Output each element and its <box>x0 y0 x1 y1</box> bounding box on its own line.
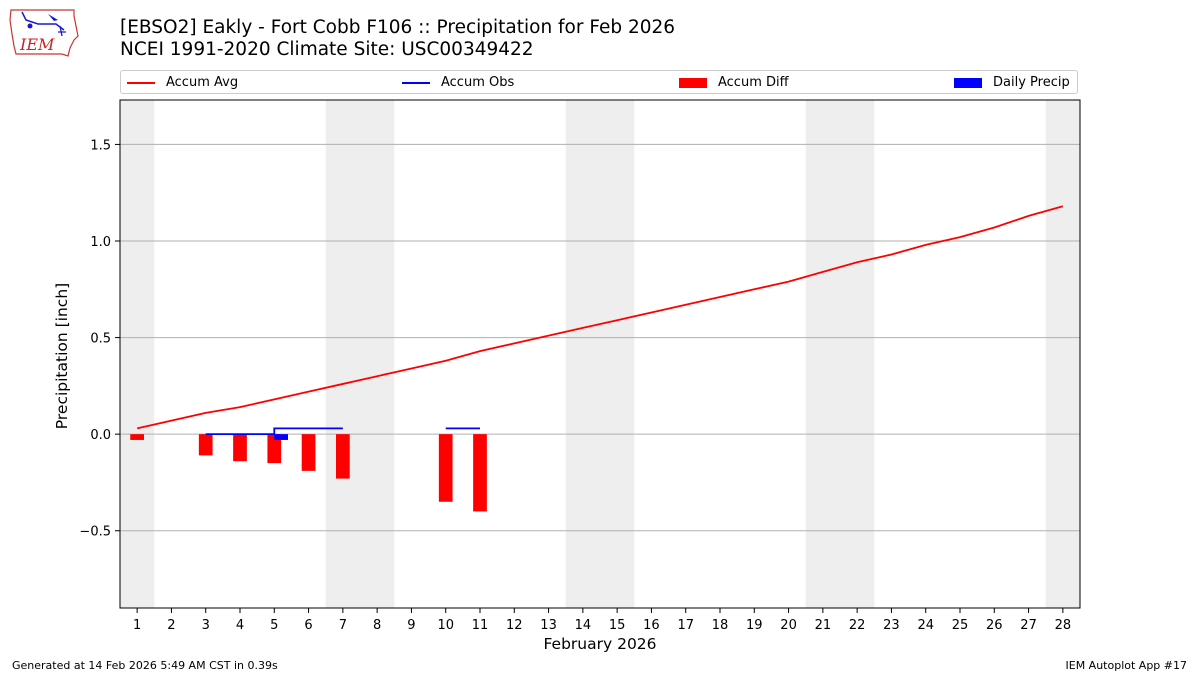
legend-label-accum-diff: Accum Diff <box>718 75 789 90</box>
x-tick-label-10: 11 <box>472 618 489 633</box>
logo-text: IEM <box>19 35 55 54</box>
y-tick-label-2: 0.5 <box>90 332 111 347</box>
accum-obs-line-0 <box>205 427 343 436</box>
x-tick-label-4: 5 <box>270 618 278 633</box>
accum-diff-bar-day-11 <box>473 434 487 512</box>
weekend-shade-2 <box>565 100 635 608</box>
daily-precip-bar-day-5 <box>274 434 288 440</box>
legend-label-daily-precip: Daily Precip <box>993 75 1070 90</box>
legend-swatch-accum-avg <box>127 82 155 84</box>
x-tick-label-22: 23 <box>883 618 900 633</box>
x-tick-label-13: 14 <box>575 618 592 633</box>
accum-diff-bar-day-6 <box>301 434 316 471</box>
x-tick-label-26: 27 <box>1020 618 1037 633</box>
legend-swatch-accum-obs <box>402 82 430 84</box>
accum-diff-bar-day-5 <box>267 434 282 464</box>
weekend-shade-0 <box>120 100 155 608</box>
weekend-shade-4 <box>1045 100 1080 608</box>
legend-label-accum-obs: Accum Obs <box>441 75 515 90</box>
accum-diff-bar-day-10 <box>438 434 453 502</box>
accum-avg-line <box>136 205 1064 430</box>
plot-frame <box>119 99 1081 609</box>
legend-label-accum-avg: Accum Avg <box>166 75 239 90</box>
y-tick-label-0: −0.5 <box>79 525 111 540</box>
x-tick-label-5: 6 <box>304 618 312 633</box>
x-tick-label-12: 13 <box>540 618 557 633</box>
x-tick-label-16: 17 <box>677 618 694 633</box>
x-tick-label-1: 2 <box>167 618 175 633</box>
x-tick-label-24: 25 <box>952 618 969 633</box>
accum-diff-bar-day-7 <box>336 434 350 479</box>
footer-generated-text: Generated at 14 Feb 2026 5:49 AM CST in … <box>12 659 278 672</box>
x-tick-label-11: 12 <box>506 618 523 633</box>
x-tick-label-21: 22 <box>849 618 866 633</box>
x-tick-label-23: 24 <box>917 618 934 633</box>
legend-swatch-daily-precip <box>954 78 982 88</box>
x-tick-label-25: 26 <box>986 618 1003 633</box>
x-tick-label-8: 9 <box>407 618 415 633</box>
chart-title: [EBSO2] Eakly - Fort Cobb F106 :: Precip… <box>120 17 676 38</box>
x-tick-label-20: 21 <box>815 618 832 633</box>
weekend-shade-1 <box>325 100 395 608</box>
legend-swatch-accum-diff <box>679 78 707 88</box>
chart-legend: Accum Avg Accum Obs Accum Diff Daily Pre… <box>120 70 1078 94</box>
chart-subtitle: NCEI 1991-2020 Climate Site: USC00349422 <box>120 39 534 60</box>
accum-diff-bar-day-4 <box>233 434 247 462</box>
accum-diff-bar-day-1 <box>130 434 144 440</box>
x-tick-label-7: 8 <box>373 618 381 633</box>
x-tick-label-3: 4 <box>236 618 244 633</box>
y-tick-label-3: 1.0 <box>90 235 111 250</box>
y-tick-label-4: 1.5 <box>90 138 111 153</box>
x-tick-label-0: 1 <box>133 618 141 633</box>
accum-diff-bar-day-3 <box>198 434 213 456</box>
footer-app-text: IEM Autoplot App #17 <box>1065 659 1188 672</box>
x-tick-label-15: 16 <box>643 618 660 633</box>
x-tick-label-19: 20 <box>780 618 797 633</box>
y-axis-label: Precipitation [inch] <box>53 283 71 429</box>
weekend-shade-3 <box>805 100 875 608</box>
x-axis-label: February 2026 <box>543 635 656 653</box>
x-tick-label-2: 3 <box>202 618 210 633</box>
x-tick-label-14: 15 <box>609 618 626 633</box>
y-tick-label-1: 0.0 <box>90 428 111 443</box>
x-tick-label-17: 18 <box>712 618 729 633</box>
x-tick-label-18: 19 <box>746 618 763 633</box>
x-tick-label-27: 28 <box>1055 618 1072 633</box>
x-tick-label-6: 7 <box>339 618 347 633</box>
iem-logo: IEM <box>9 9 79 57</box>
x-tick-label-9: 10 <box>437 618 454 633</box>
